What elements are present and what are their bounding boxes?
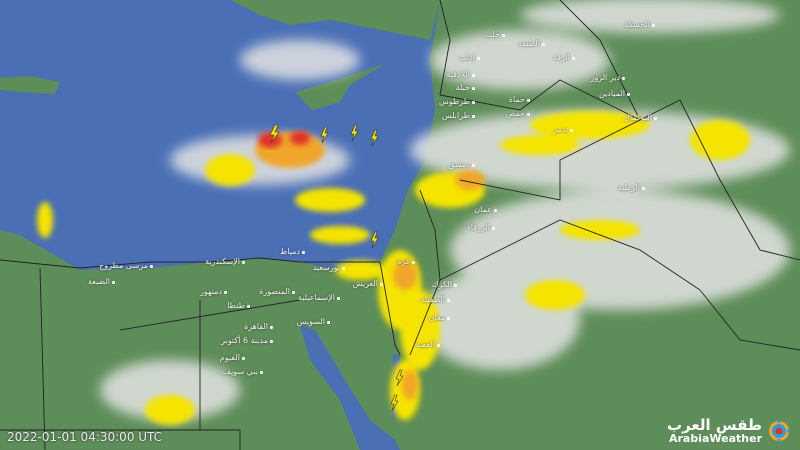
city-label: دير الزور [590, 73, 625, 82]
city-label: القاهرة [244, 322, 273, 331]
gulf-of-suez [300, 325, 400, 450]
city-label: طرطوس [438, 97, 476, 106]
city-label: الكرك [431, 280, 458, 289]
sun-swirl-icon [769, 419, 791, 443]
city-label: السويس [296, 317, 331, 326]
city-label: العريش [352, 279, 384, 288]
city-label: دمنهور [200, 287, 227, 296]
city-label: دمشق [448, 160, 475, 169]
city-label: الرقة [552, 53, 576, 62]
city-label: طنطا [227, 301, 250, 310]
city-label: حمص [505, 109, 531, 118]
city-label: الفيوم [219, 353, 246, 362]
city-label: حلب [484, 30, 506, 39]
logo-arabic: طقس العرب [667, 416, 762, 434]
logo-english: ArabiaWeather [668, 432, 762, 445]
cyprus [295, 64, 385, 110]
city-label: اللاذقية [446, 70, 475, 79]
city-label: البوكمال [624, 113, 657, 122]
city-label: الرطبة [617, 183, 646, 192]
crete [0, 76, 60, 94]
city-label: الزرقاء [467, 223, 495, 232]
city-label: طرابلس [441, 111, 476, 120]
city-label: حماة [508, 95, 531, 104]
timestamp: 2022-01-01 04:30:00 UTC [7, 430, 163, 444]
city-label: العقبة [415, 340, 441, 349]
city-label: غزة [397, 257, 415, 266]
lightning-icon [269, 124, 404, 412]
city-label: عمان [474, 205, 497, 214]
city-label: جبلة [455, 83, 476, 92]
city-label: الإسكندرية [205, 257, 245, 266]
city-label: إدلب [458, 53, 481, 62]
city-label: الإسماعيلية [297, 293, 341, 302]
city-label: بني سويف [222, 367, 264, 376]
city-label: الحسكة [624, 20, 655, 29]
arabiaweather-logo: طقس العرب ArabiaWeather [667, 418, 792, 444]
city-label: الضبعة [87, 277, 116, 286]
city-label: معان [428, 313, 451, 322]
city-label: تدمر [552, 125, 574, 134]
city-label: مرسى مطروح [99, 261, 153, 270]
city-label: الميادين [598, 89, 631, 98]
turkey-coast [230, 0, 440, 40]
city-label: المنصورة [259, 287, 295, 296]
city-label: الطفيلة [420, 295, 450, 304]
city-label: مدينة 6 أكتوبر [221, 336, 273, 345]
city-label: الطبقة [518, 39, 545, 48]
city-label: دمياط [279, 247, 306, 256]
city-label: بورسعيد [312, 263, 346, 272]
